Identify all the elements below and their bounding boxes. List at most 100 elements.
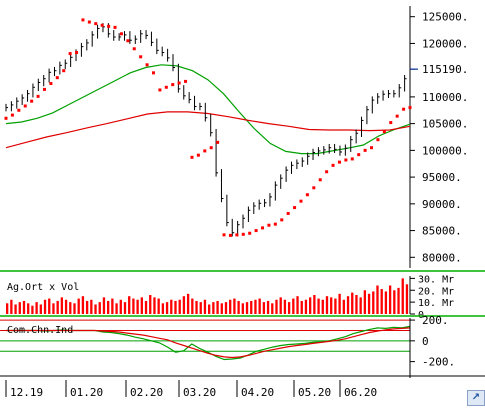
price-panel: 125000. 120000. 115190. 110000. 105000. 10000… — [0, 6, 485, 272]
sar-dot — [145, 63, 149, 67]
volume-bar — [283, 299, 287, 314]
sar-dot — [23, 104, 27, 108]
volume-bar — [338, 293, 341, 314]
volume-tick-label: 30. Mr — [418, 274, 454, 285]
sar-dot — [376, 138, 380, 142]
volume-bar — [376, 285, 379, 314]
sar-dot — [286, 211, 290, 215]
sar-dot — [267, 223, 271, 227]
sar-dot — [94, 22, 98, 26]
sar-dot — [68, 52, 72, 56]
volume-bar — [18, 302, 21, 314]
volume-bar — [220, 303, 223, 314]
sar-dot — [261, 226, 265, 230]
volume-bar — [258, 298, 261, 314]
sar-dot — [325, 170, 329, 174]
volume-bar — [35, 302, 38, 314]
volume-bar — [48, 298, 51, 314]
volume-bar — [287, 302, 291, 314]
sar-dot — [184, 79, 188, 83]
sar-dot — [196, 153, 200, 157]
sar-dot — [299, 199, 303, 203]
volume-bar — [355, 295, 358, 314]
oscillator-line — [6, 327, 411, 359]
price-tick-label: 105000. — [422, 118, 468, 131]
volume-bar — [330, 297, 333, 314]
volume-bar — [199, 302, 202, 314]
date-axis: 12.19 01.20 02.20 03.20 04.20 05.20 06.20 — [0, 375, 485, 399]
sar-dot — [158, 88, 162, 92]
sar-dot — [318, 178, 322, 182]
date-tick-label: 05.20 — [298, 386, 331, 399]
volume-bar — [241, 303, 244, 314]
volume-bar — [153, 297, 156, 314]
sar-dot — [350, 157, 354, 161]
sar-dot — [81, 18, 85, 22]
volume-bar — [170, 299, 173, 314]
volume-bar — [157, 298, 160, 314]
volume-bar — [69, 302, 72, 314]
volume-bar — [245, 302, 249, 314]
volume-bar — [10, 299, 13, 314]
moving-average-line — [5, 64, 411, 155]
volume-bar — [191, 298, 194, 314]
sar-dot — [235, 233, 239, 237]
date-tick-label: 04.20 — [241, 386, 274, 399]
sar-dot — [222, 233, 226, 237]
sar-dot — [177, 81, 181, 85]
volume-bar — [317, 298, 320, 314]
volume-bar — [81, 296, 85, 314]
sar-dot — [107, 24, 111, 28]
sar-dot — [203, 149, 207, 153]
chart-settings-icon[interactable]: ↗ — [467, 390, 485, 406]
volume-bar — [401, 278, 404, 314]
sar-dot — [190, 155, 194, 159]
sar-dot — [75, 51, 79, 55]
sar-dot — [293, 206, 297, 210]
volume-bar — [22, 300, 26, 314]
volume-bar — [334, 298, 337, 314]
sar-dot — [305, 193, 309, 197]
volume-bar — [149, 295, 152, 314]
price-tick-label: 110000. — [422, 91, 468, 104]
volume-bar — [254, 299, 257, 314]
price-tick-label: 90000. — [422, 198, 462, 211]
sar-dot — [36, 94, 40, 98]
volume-bar — [27, 303, 30, 314]
date-tick-label: 01.20 — [70, 386, 103, 399]
volume-bar — [56, 300, 59, 314]
volume-bar — [144, 300, 148, 314]
sar-dot — [10, 113, 14, 117]
sar-dot — [17, 108, 21, 112]
sar-dot — [87, 20, 91, 24]
volume-bar — [52, 303, 55, 314]
oscillator-panel-label: Com.Chn.Ind — [7, 325, 73, 336]
volume-bar — [6, 303, 9, 314]
volume-bar — [39, 304, 42, 314]
volume-bar — [266, 300, 270, 314]
volume-bar — [304, 299, 308, 314]
volume-bar — [186, 293, 190, 314]
volume-bar — [14, 304, 17, 314]
volume-bar — [115, 303, 118, 314]
volume-bar — [73, 303, 76, 314]
sar-dot — [331, 163, 335, 167]
volume-bar — [300, 300, 303, 314]
sar-dot — [357, 153, 361, 157]
volume-bar — [102, 297, 106, 314]
volume-bar — [313, 295, 316, 314]
sar-dot — [402, 107, 406, 111]
sar-dot — [139, 55, 143, 59]
volume-bar — [128, 296, 131, 314]
sar-dot — [241, 232, 245, 236]
sar-dot — [171, 83, 175, 87]
volume-bar — [132, 298, 135, 314]
volume-bar — [85, 300, 89, 314]
sar-dot — [132, 47, 136, 51]
sar-dot — [408, 106, 412, 110]
sar-dot — [337, 160, 341, 164]
price-tick-label: 100000. — [422, 144, 468, 157]
volume-bar — [182, 296, 186, 314]
sar-dot — [395, 114, 399, 118]
volume-bar — [279, 297, 282, 314]
